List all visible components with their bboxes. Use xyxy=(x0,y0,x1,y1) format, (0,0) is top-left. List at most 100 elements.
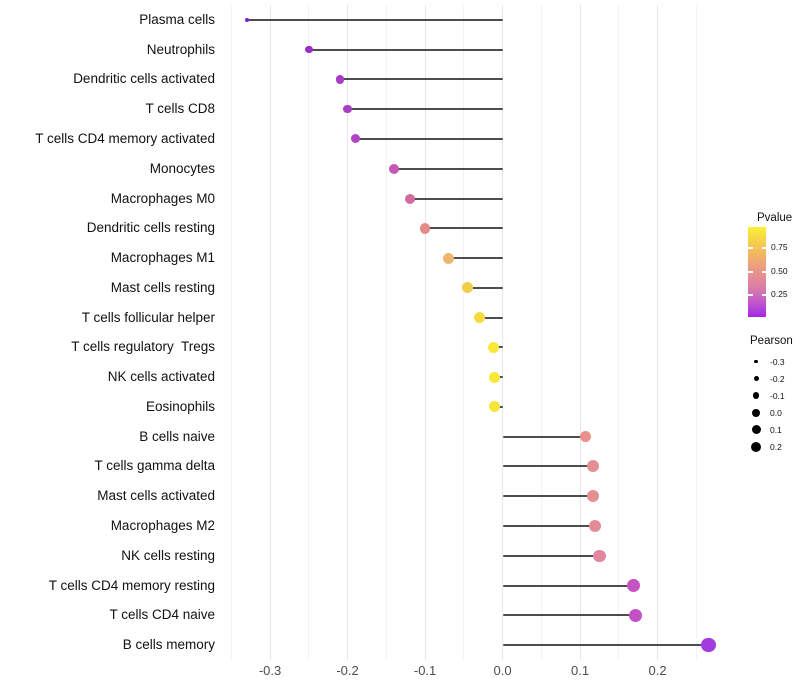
lollipop-dot xyxy=(588,520,601,533)
lollipop-dot xyxy=(489,371,501,383)
colorbar-tick-label: 0.25 xyxy=(771,289,788,299)
gridline-minor xyxy=(540,5,542,660)
x-tick-label: -0.3 xyxy=(258,663,282,678)
pearson-legend-dot xyxy=(751,425,761,435)
pearson-size-legend: -0.3 -0.2 -0.1 0.0 0.1 0.2 xyxy=(742,353,800,457)
pearson-legend-title: Pearson xyxy=(750,335,793,347)
colorbar-tick xyxy=(761,247,766,249)
gridline-minor xyxy=(230,5,232,660)
pearson-legend-dot xyxy=(752,392,760,399)
colorbar-tick-label: 0.50 xyxy=(771,266,788,276)
lollipop-stem xyxy=(502,584,634,587)
lollipop-stem xyxy=(448,257,503,260)
category-label: Macrophages M2 xyxy=(110,518,215,534)
pearson-legend-label: -0.2 xyxy=(770,373,785,384)
lollipop-stem xyxy=(394,167,503,170)
lollipop-dot xyxy=(489,401,501,413)
lollipop-stem xyxy=(467,286,503,289)
category-label: T cells follicular helper xyxy=(81,309,215,325)
pearson-legend-label: 0.2 xyxy=(770,442,782,452)
gridline-major xyxy=(424,5,426,660)
lollipop-stem xyxy=(502,525,595,528)
lollipop-stem xyxy=(355,137,503,140)
colorbar-tick xyxy=(748,247,753,249)
x-tick-label: -0.1 xyxy=(413,663,437,678)
category-label: T cells gamma delta xyxy=(94,458,215,474)
lollipop-stem xyxy=(502,435,586,438)
pvalue-legend-title: Pvalue xyxy=(757,212,793,224)
lollipop-dot xyxy=(473,312,485,324)
lollipop-stem xyxy=(339,78,503,81)
category-label: B cells naive xyxy=(139,428,215,444)
category-label: B cells memory xyxy=(122,637,215,653)
category-label: T cells CD8 xyxy=(145,101,215,117)
gridline-major xyxy=(347,5,349,660)
colorbar-tick xyxy=(748,294,753,296)
gridline-major xyxy=(579,5,581,660)
lollipop-dot xyxy=(244,17,249,22)
lollipop-dot xyxy=(627,579,641,593)
lollipop-stem xyxy=(502,644,709,647)
category-label: T cells regulatory Tregs xyxy=(71,339,215,355)
pearson-legend-label: -0.3 xyxy=(770,356,785,367)
x-tick-label: 0.1 xyxy=(571,663,590,678)
category-label: NK cells resting xyxy=(121,547,215,563)
lollipop-stem xyxy=(502,465,594,468)
gridline-major xyxy=(502,5,504,660)
lollipop-stem xyxy=(479,316,503,319)
category-label: T cells CD4 memory activated xyxy=(35,130,215,146)
category-label: Macrophages M0 xyxy=(110,190,215,206)
lollipop-stem xyxy=(425,227,503,230)
pearson-legend-dot xyxy=(754,359,758,364)
pearson-legend-dot xyxy=(751,442,761,452)
category-label: Dendritic cells activated xyxy=(73,71,215,87)
pearson-legend-dot xyxy=(753,376,759,382)
lollipop-dot xyxy=(487,341,499,353)
lollipop-dot xyxy=(343,104,352,114)
lollipop-stem xyxy=(502,495,594,498)
plot-panel xyxy=(222,5,732,660)
category-label: Plasma cells xyxy=(139,11,215,27)
lollipop-dot xyxy=(404,193,415,204)
gridline-major xyxy=(657,5,659,660)
category-label: Monocytes xyxy=(149,160,215,176)
colorbar-tick xyxy=(748,271,753,273)
colorbar-tick xyxy=(761,271,766,273)
lollipop-stem xyxy=(502,554,600,557)
pearson-legend-dot xyxy=(752,408,760,417)
lollipop-stem xyxy=(308,48,503,51)
lollipop-dot xyxy=(305,45,313,54)
category-label: Eosinophils xyxy=(145,398,215,414)
lollipop-stem xyxy=(347,108,503,111)
lollipop-dot xyxy=(462,282,474,294)
gridline-minor xyxy=(695,5,697,660)
pearson-legend-label: 0.1 xyxy=(770,424,782,435)
lollipop-dot xyxy=(419,223,431,234)
lollipop-dot xyxy=(629,608,643,622)
lollipop-dot xyxy=(587,490,600,503)
lollipop-stem xyxy=(246,18,503,21)
pearson-legend-label: 0.0 xyxy=(770,407,782,418)
lollipop-dot xyxy=(579,430,592,443)
category-label: T cells CD4 memory resting xyxy=(48,577,215,593)
lollipop-dot xyxy=(350,134,360,144)
pvalue-colorbar xyxy=(748,227,766,317)
x-tick-label: 0.0 xyxy=(493,663,512,678)
gridline-major xyxy=(269,5,271,660)
category-label: Macrophages M1 xyxy=(110,250,215,266)
lollipop-dot xyxy=(442,252,454,264)
gridline-minor xyxy=(308,5,310,660)
x-tick-label: 0.2 xyxy=(648,663,667,678)
gridline-minor xyxy=(385,5,387,660)
colorbar-tick-label: 0.75 xyxy=(771,242,788,252)
x-tick-label: -0.2 xyxy=(336,663,359,678)
category-label: T cells CD4 naive xyxy=(109,607,215,623)
category-label: Mast cells resting xyxy=(110,279,215,295)
category-label: NK cells activated xyxy=(107,369,215,385)
lollipop-dot xyxy=(587,460,600,473)
pearson-legend-label: -0.1 xyxy=(770,390,785,401)
gridline-minor xyxy=(618,5,620,660)
lollipop-stem xyxy=(502,614,636,617)
category-label: Neutrophils xyxy=(146,41,215,57)
